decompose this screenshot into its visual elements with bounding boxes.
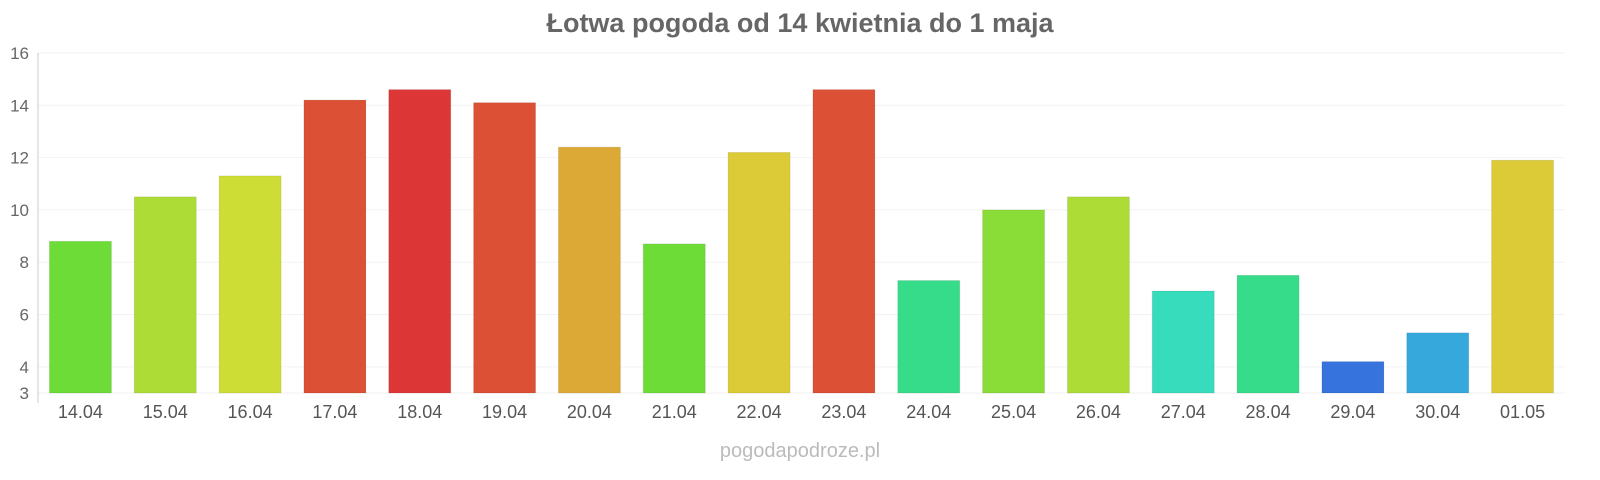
x-tick-label: 26.04 (1076, 402, 1121, 422)
x-tick-label: 30.04 (1415, 402, 1460, 422)
x-tick-label: 22.04 (737, 402, 782, 422)
bar-29.04 (1321, 361, 1385, 394)
bar-30.04 (1406, 332, 1470, 394)
x-tick-label: 29.04 (1330, 402, 1375, 422)
bar-22.04 (727, 151, 791, 394)
bar-15.04 (133, 196, 197, 394)
bar-24.04 (897, 280, 961, 394)
bar-25.04 (982, 209, 1046, 394)
x-tick-label: 14.04 (58, 402, 103, 422)
bar-27.04 (1151, 290, 1215, 394)
x-tick-label: 25.04 (991, 402, 1036, 422)
x-tick-label: 01.05 (1500, 402, 1545, 422)
y-tick-label: 3 (20, 384, 29, 403)
bar-01.05 (1491, 159, 1555, 394)
y-tick-label: 8 (20, 253, 29, 272)
y-tick-label: 6 (20, 306, 29, 325)
bar-23.04 (812, 89, 876, 394)
x-tick-label: 18.04 (397, 402, 442, 422)
bar-17.04 (303, 99, 367, 394)
x-tick-label: 15.04 (143, 402, 188, 422)
bar-16.04 (218, 175, 282, 394)
bar-28.04 (1236, 274, 1300, 394)
x-tick-label: 27.04 (1161, 402, 1206, 422)
x-tick-label: 23.04 (821, 402, 866, 422)
x-tick-label: 16.04 (228, 402, 273, 422)
x-tick-label: 24.04 (906, 402, 951, 422)
y-tick-label: 12 (10, 149, 29, 168)
x-tick-label: 21.04 (652, 402, 697, 422)
bar-19.04 (473, 102, 537, 394)
y-tick-label: 14 (10, 96, 29, 115)
y-tick-label: 10 (10, 201, 29, 220)
y-tick-label: 4 (20, 358, 29, 377)
x-tick-label: 19.04 (482, 402, 527, 422)
x-tick-label: 28.04 (1246, 402, 1291, 422)
bar-26.04 (1066, 196, 1130, 394)
x-tick-label: 17.04 (312, 402, 357, 422)
x-tick-label: 20.04 (567, 402, 612, 422)
chart-title: Łotwa pogoda od 14 kwietnia do 1 maja (546, 8, 1054, 38)
bar-20.04 (557, 146, 621, 394)
bar-18.04 (388, 89, 452, 394)
source-watermark: pogodapodroze.pl (719, 440, 881, 462)
bar-14.04 (48, 240, 112, 394)
y-tick-label: 16 (10, 44, 29, 63)
bar-21.04 (642, 243, 706, 394)
